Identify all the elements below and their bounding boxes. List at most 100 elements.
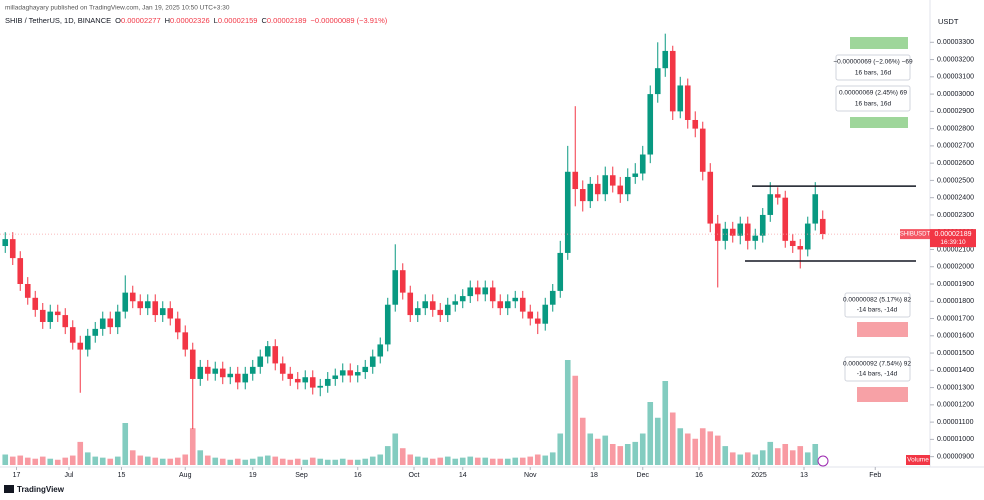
volume-bar: [54, 459, 61, 465]
candle-body: [594, 183, 601, 195]
candle-body: [219, 368, 226, 378]
measure-sub: -14 bars, -14d: [857, 307, 898, 314]
candle-body: [519, 297, 526, 312]
legend-key: L: [214, 16, 218, 25]
candle-body: [564, 171, 571, 253]
candle-body: [369, 356, 376, 367]
candle-body: [774, 194, 781, 198]
candle-body: [264, 346, 271, 357]
volume-bar: [9, 456, 16, 465]
candle-body: [504, 301, 511, 309]
candle-body: [152, 301, 159, 316]
candle-body: [512, 297, 519, 302]
candle-body: [99, 318, 106, 329]
y-tick-label: 0.00003000: [937, 91, 974, 98]
legend-key: H: [165, 16, 170, 25]
x-tick-label: 15: [118, 472, 126, 479]
legend-value: 0.00002326: [170, 16, 210, 25]
candle-body: [182, 332, 189, 350]
candle-body: [32, 297, 39, 310]
candle-body: [624, 176, 631, 195]
volume-bar: [264, 455, 271, 465]
volume-bar: [677, 428, 684, 465]
candle-body: [227, 373, 234, 378]
candle-body: [497, 301, 504, 309]
volume-bar: [414, 456, 421, 465]
candle-body: [617, 185, 624, 195]
candle-body: [324, 378, 331, 386]
volume-bar: [69, 455, 76, 465]
volume-bar: [737, 454, 744, 465]
candle-body: [159, 308, 166, 316]
volume-bar: [512, 457, 519, 465]
candle-body: [714, 223, 721, 241]
candle-body: [752, 235, 759, 241]
candle-body: [174, 318, 181, 333]
volume-bar: [617, 446, 624, 465]
candle-body: [189, 349, 196, 379]
legend-key: C: [261, 16, 267, 25]
volume-bar: [782, 444, 789, 465]
candle-body: [669, 50, 676, 112]
volume-bar: [122, 423, 129, 465]
candle-body: [144, 301, 151, 309]
x-tick-label: 16: [695, 472, 703, 479]
volume-bar: [309, 457, 316, 465]
candle-body: [392, 270, 399, 305]
volume-bar: [602, 435, 609, 465]
volume-bar: [789, 450, 796, 465]
x-tick-label: 18: [590, 472, 598, 479]
candle-body: [339, 370, 346, 376]
volume-bar: [362, 458, 369, 465]
candle-body: [272, 346, 279, 364]
event-icon[interactable]: [817, 455, 829, 467]
volume-bar: [429, 458, 436, 465]
published: milladaghayary published on TradingView.…: [5, 5, 230, 12]
volume-bar: [444, 456, 451, 465]
candle-body: [647, 94, 654, 155]
y-tick-label: 0.00002000: [937, 264, 974, 271]
candle-body: [489, 287, 496, 302]
candle-body: [437, 309, 444, 316]
volume-bar: [564, 360, 571, 465]
currency: USDT: [938, 17, 959, 26]
y-tick-label: 0.00003100: [937, 74, 974, 81]
candle-body: [684, 85, 691, 120]
volume-bar: [32, 458, 39, 465]
volume-bar: [249, 458, 256, 465]
volume-bar: [729, 452, 736, 465]
measure-text: 0.00000069 (2.45%) 69: [839, 90, 907, 97]
x-tick-label: 13: [800, 472, 808, 479]
legend-key: O: [115, 16, 121, 25]
candle-body: [452, 301, 459, 305]
candle-body: [609, 175, 616, 186]
measure-label: [844, 356, 911, 382]
y-tick-label: 0.00000900: [937, 453, 974, 460]
volume-bar: [152, 457, 159, 465]
measure-text: −0.00000069 (−2.06%) −69: [833, 59, 913, 66]
volume-bar: [632, 441, 639, 465]
candle-body: [287, 373, 294, 379]
price-tag: [930, 229, 976, 248]
candle-body: [384, 304, 391, 345]
candle-body: [444, 304, 451, 316]
y-tick-label: 0.00001600: [937, 333, 974, 340]
legend-value: 0.00002277: [121, 16, 161, 25]
volume-bar: [2, 454, 9, 465]
x-tick-label: 14: [459, 472, 467, 479]
x-tick-label: 2025: [751, 472, 767, 479]
volume-bar: [714, 435, 721, 465]
x-tick-label: Feb: [869, 472, 881, 479]
volume-bar: [527, 456, 534, 465]
x-tick-label: Aug: [179, 472, 192, 479]
candle-body: [474, 287, 481, 295]
symbol-tag: [900, 229, 930, 240]
volume-bar: [212, 457, 219, 465]
candle-body: [399, 270, 406, 293]
volume-bar: [227, 459, 234, 465]
volume-bar: [129, 450, 136, 465]
volume-bar: [452, 458, 459, 465]
candle-body: [812, 194, 819, 224]
volume-bar: [467, 456, 474, 465]
candle-body: [797, 246, 804, 250]
